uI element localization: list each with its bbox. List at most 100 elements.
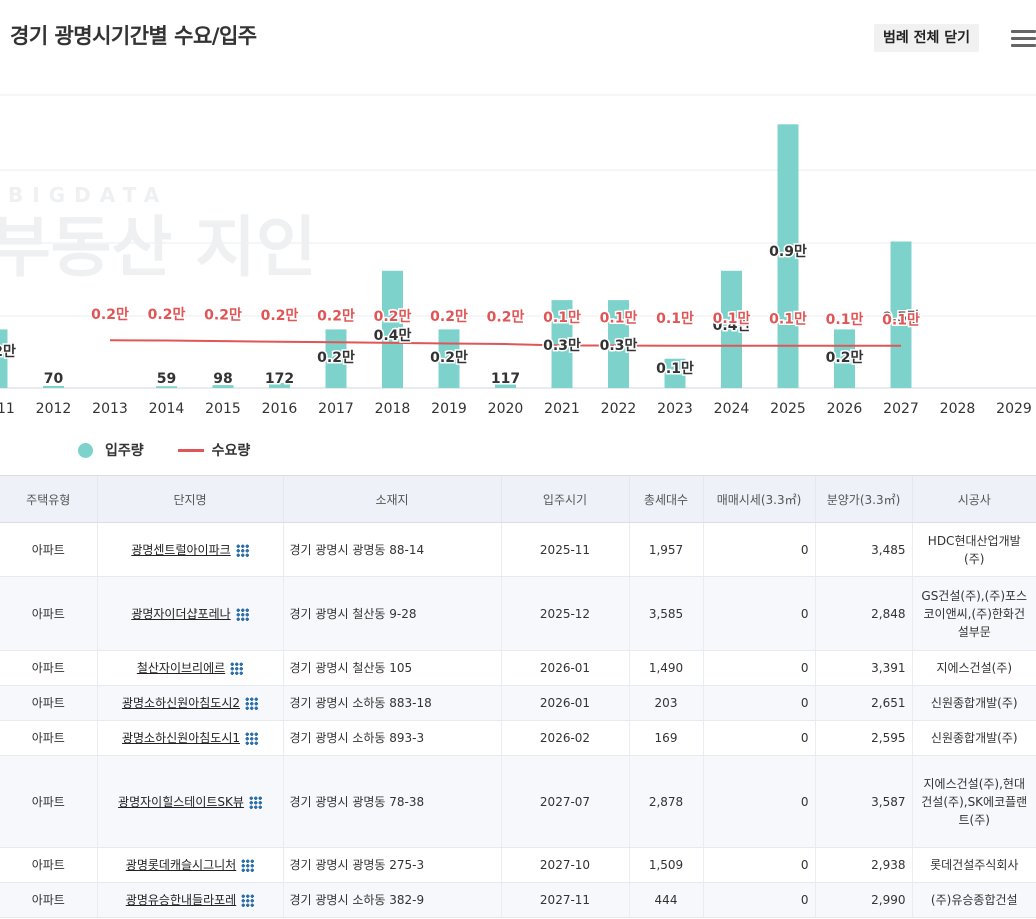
complex-name-cell[interactable]: 광명롯데캐슬시그니처 [96, 847, 283, 883]
legend-item-supply[interactable]: 입주량 [78, 440, 144, 460]
bar-supply[interactable] [43, 385, 64, 388]
legend-close-all-button[interactable]: 범례 전체 닫기 [874, 24, 980, 52]
legend-label-demand: 수요량 [211, 443, 251, 459]
move-in-date-cell: 2026-02 [500, 720, 629, 756]
complex-name-cell[interactable]: 철산자이브리에르 [96, 650, 283, 686]
column-header[interactable]: 분양가(3.3㎡) [814, 475, 912, 523]
bar-supply[interactable] [269, 382, 290, 388]
table-row[interactable]: 아파트 광명센트럴아이파크 경기 광명시 광명동 88-14 2025-11 1,957… [0, 522, 1036, 577]
presale-price-cell: 2,595 [814, 720, 912, 756]
bar-supply[interactable] [608, 300, 629, 388]
bar-supply[interactable] [156, 386, 177, 388]
bar-supply[interactable] [834, 329, 855, 388]
grid-dots-icon[interactable] [245, 732, 259, 745]
bar-supply[interactable] [382, 270, 403, 388]
table-row[interactable]: 아파트 광명소하신원아침도시2 경기 광명시 소하동 883-18 2026-01 20… [0, 685, 1036, 721]
legend-item-demand[interactable]: 수요량 [177, 440, 251, 460]
column-header[interactable]: 매매시세(3.3㎡) [702, 475, 815, 523]
complex-name-cell[interactable]: 광명소하신원아침도시2 [96, 685, 283, 721]
total-units-cell: 203 [628, 685, 703, 721]
column-header[interactable]: 입주시기 [500, 475, 629, 523]
table-row[interactable]: 아파트 광명롯데캐슬시그니처 경기 광명시 광명동 275-3 2027-10 1,50… [0, 847, 1036, 883]
hamburger-menu-icon[interactable] [1011, 30, 1036, 48]
grid-dots-icon[interactable] [235, 543, 249, 557]
bar-supply[interactable] [495, 384, 516, 388]
bar-supply[interactable] [0, 329, 8, 388]
complex-name-cell[interactable]: 광명자이더샵포레나 [96, 576, 283, 651]
presale-price-cell: 2,990 [814, 882, 912, 918]
builder-cell: (주)유승종합건설 [911, 882, 1036, 918]
x-tick-label: 2011 [0, 401, 15, 417]
complex-name-cell[interactable]: 광명자이힐스테이트SK뷰 [96, 755, 283, 848]
line-data-label: 0.1만 [713, 311, 751, 327]
line-demand[interactable] [109, 339, 901, 347]
chart-legend: 입주량 수요량 [78, 440, 284, 460]
x-tick-label: 2028 [940, 401, 976, 417]
sale-price-cell: 0 [702, 755, 815, 848]
bar-data-label: 0.4만 [713, 318, 751, 334]
x-tick-label: 2018 [375, 401, 411, 417]
builder-cell: 롯데건설주식회사 [911, 847, 1036, 883]
grid-dots-icon[interactable] [245, 697, 259, 710]
table-row[interactable]: 아파트 광명자이힐스테이트SK뷰 경기 광명시 광명동 78-38 2027-07 2,… [0, 755, 1036, 848]
complex-name-link[interactable]: 광명센트럴아이파크 [131, 542, 231, 557]
table-row[interactable]: 아파트 광명유승한내들라포레 경기 광명시 소하동 382-9 2027-11 444 0… [0, 882, 1036, 918]
complex-name-cell[interactable]: 광명센트럴아이파크 [96, 522, 283, 577]
line-data-label: 0.2만 [91, 307, 129, 323]
table-row[interactable]: 아파트 광명자이더샵포레나 경기 광명시 철산동 9-28 2025-12 3,585 0… [0, 576, 1036, 651]
x-tick-label: 2029 [996, 401, 1032, 417]
line-data-label: 0.1만 [769, 312, 807, 328]
table-row[interactable]: 아파트 철산자이브리에르 경기 광명시 철산동 105 2026-01 1,490 0 3,… [0, 650, 1036, 686]
x-tick-label: 2019 [431, 401, 467, 417]
builder-cell: 지에스건설(주),현대건설(주),SK에코플랜트(주) [911, 755, 1036, 848]
sale-price-cell: 0 [702, 720, 815, 756]
grid-dots-icon[interactable] [230, 662, 244, 675]
complex-name-link[interactable]: 광명롯데캐슬시그니처 [125, 858, 237, 872]
bar-supply[interactable] [551, 300, 573, 388]
column-header[interactable]: 총세대수 [628, 475, 703, 523]
column-header[interactable]: 소재지 [282, 475, 501, 523]
bar-data-label: 0.5만 [882, 310, 920, 326]
x-tick-label: 2022 [601, 401, 637, 417]
x-tick-label: 2020 [488, 401, 524, 417]
grid-dots-icon[interactable] [241, 859, 255, 872]
bar-data-label: 0.2만 [0, 344, 16, 360]
table-header-row: 주택유형 단지명 소재지 입주시기 총세대수 매매시세(3.3㎡) 분양가(3.… [0, 475, 1036, 523]
complex-name-link[interactable]: 광명소하신원아침도시2 [121, 696, 241, 710]
bar-data-label: 59 [157, 371, 176, 387]
x-tick-label: 2017 [318, 401, 354, 417]
presale-price-cell: 3,485 [814, 522, 912, 577]
complex-name-link[interactable]: 광명유승한내들라포레 [125, 893, 237, 907]
x-tick-label: 2016 [262, 401, 298, 417]
column-header[interactable]: 시공사 [911, 475, 1036, 523]
address-cell: 경기 광명시 광명동 88-14 [282, 522, 501, 577]
bar-supply[interactable] [721, 270, 742, 388]
complex-name-cell[interactable]: 광명유승한내들라포레 [96, 882, 283, 918]
complex-name-link[interactable]: 광명자이더샵포레나 [131, 606, 231, 621]
complex-name-link[interactable]: 광명소하신원아침도시1 [121, 731, 241, 745]
bar-supply[interactable] [664, 358, 686, 388]
watermark-text: BIGDATA [8, 183, 168, 207]
bar-supply[interactable] [325, 329, 347, 388]
total-units-cell: 3,585 [628, 576, 703, 651]
line-data-label: 0.2만 [430, 309, 468, 325]
bar-data-label: 0.2만 [430, 350, 468, 366]
sale-price-cell: 0 [702, 685, 815, 721]
grid-dots-icon[interactable] [248, 795, 262, 809]
legend-label-supply: 입주량 [105, 443, 144, 459]
column-header[interactable]: 주택유형 [0, 475, 97, 523]
line-data-label: 0.1만 [656, 311, 694, 327]
complex-name-link[interactable]: 철산자이브리에르 [136, 661, 226, 675]
grid-dots-icon[interactable] [241, 894, 255, 907]
table-row[interactable]: 아파트 광명소하신원아침도시1 경기 광명시 소하동 893-3 2026-02 169… [0, 720, 1036, 756]
bar-supply[interactable] [777, 124, 799, 389]
bar-supply[interactable] [890, 241, 912, 389]
complex-name-link[interactable]: 광명자이힐스테이트SK뷰 [118, 794, 244, 809]
bar-supply[interactable] [212, 385, 234, 388]
address-cell: 경기 광명시 광명동 78-38 [282, 755, 501, 848]
column-header[interactable]: 단지명 [96, 475, 283, 523]
grid-dots-icon[interactable] [235, 607, 249, 621]
total-units-cell: 169 [628, 720, 703, 756]
complex-name-cell[interactable]: 광명소하신원아침도시1 [96, 720, 283, 756]
